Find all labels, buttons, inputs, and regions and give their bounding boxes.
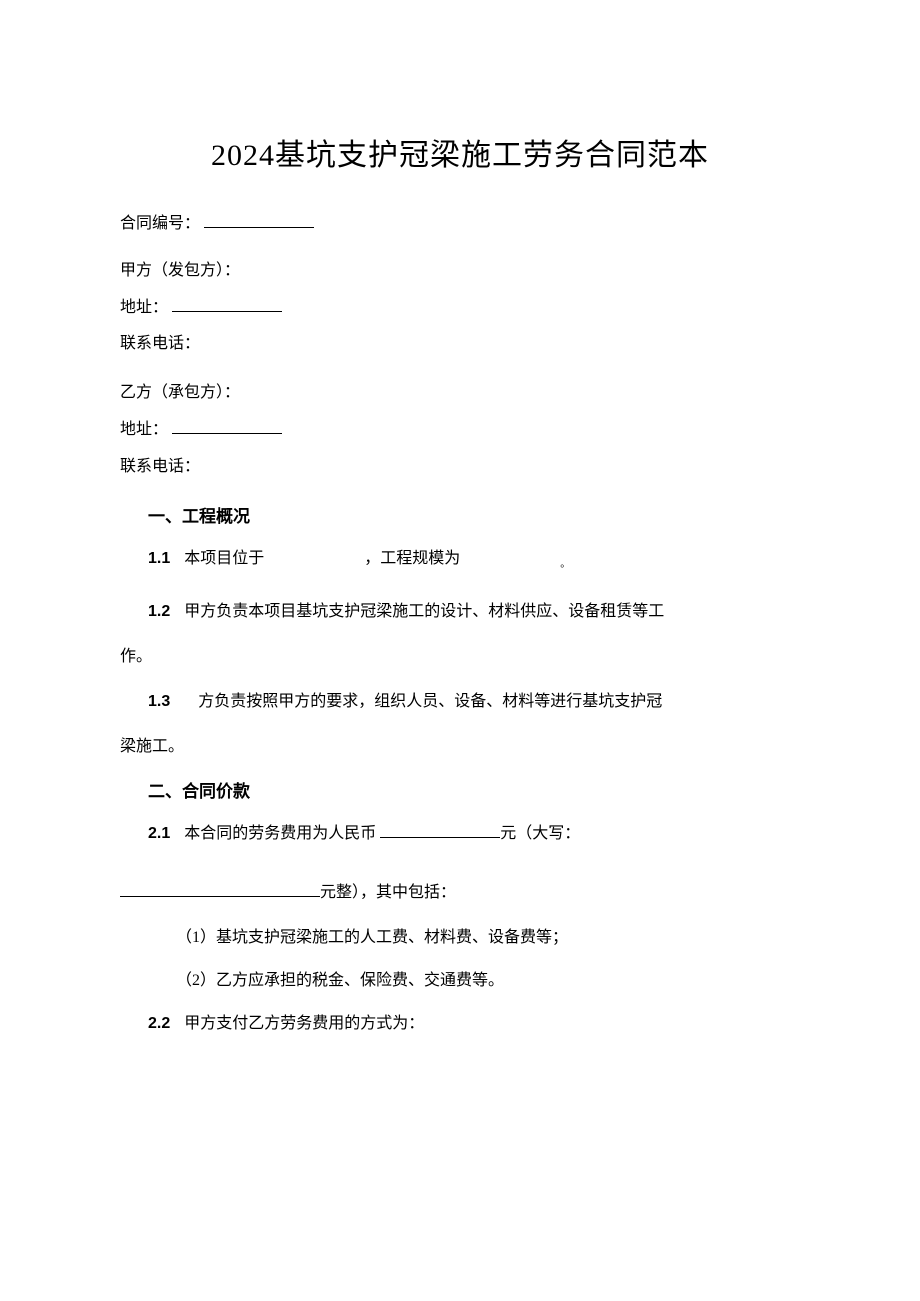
clause-2-1-text-c: 元整），其中包括： (320, 884, 456, 901)
clause-1-2: 1.2 甲方负责本项目基坑支护冠梁施工的设计、材料供应、设备租赁等工 (120, 594, 800, 629)
party-a-address-label: 地址： (120, 299, 168, 316)
clause-2-1-continued: 元整），其中包括： (120, 875, 800, 910)
clause-2-2: 2.2 甲方支付乙方劳务费用的方式为： (120, 1006, 800, 1041)
party-a-address-blank (172, 296, 282, 312)
contract-number-label: 合同编号： (120, 215, 200, 232)
clause-1-1: 1.1 本项目位于 ，工程规模为 。 (120, 541, 800, 576)
party-b-block: 乙方（承包方）： 地址： 联系电话： (120, 379, 800, 481)
party-a-header: 甲方（发包方）： (120, 257, 800, 286)
section-2-heading: 二、合同价款 (120, 777, 800, 802)
section-1-heading: 一、工程概况 (120, 502, 800, 527)
clause-1-1-blank-1 (264, 541, 364, 576)
sub-clause-2-1-2: （2）乙方应承担的税金、保险费、交通费等。 (120, 963, 800, 998)
clause-1-1-text-b: ，工程规模为 (364, 550, 460, 567)
clause-2-1-text-a: 本合同的劳务费用为人民币 (184, 825, 376, 842)
clause-1-3-num: 1.3 (148, 693, 170, 710)
party-b-header: 乙方（承包方）： (120, 379, 800, 408)
clause-1-2-num: 1.2 (148, 603, 170, 620)
clause-2-2-num: 2.2 (148, 1015, 170, 1032)
party-a-block: 甲方（发包方）： 地址： 联系电话： (120, 257, 800, 359)
party-b-address-label: 地址： (120, 421, 168, 438)
clause-2-1: 2.1 本合同的劳务费用为人民币 元（大写： (120, 816, 800, 851)
contract-number-blank (204, 212, 314, 228)
document-title: 2024基坑支护冠梁施工劳务合同范本 (120, 130, 800, 174)
clause-1-3-text: 方负责按照甲方的要求，组织人员、设备、材料等进行基坑支护冠 (198, 693, 662, 710)
clause-1-1-num: 1.1 (148, 550, 170, 567)
party-b-address-line: 地址： (120, 416, 800, 445)
contract-number-line: 合同编号： (120, 210, 800, 239)
clause-2-1-blank (380, 822, 500, 838)
clause-1-1-end: 。 (560, 559, 570, 570)
party-a-phone-line: 联系电话： (120, 330, 800, 359)
party-a-address-line: 地址： (120, 294, 800, 323)
clause-1-2-continued: 作。 (120, 639, 800, 674)
party-b-phone-line: 联系电话： (120, 453, 800, 482)
clause-2-1-text-b: 元（大写： (500, 825, 580, 842)
sub-clause-2-1-1: （1）基坑支护冠梁施工的人工费、材料费、设备费等； (120, 920, 800, 955)
clause-2-1-long-blank (120, 896, 320, 897)
clause-1-2-text: 甲方负责本项目基坑支护冠梁施工的设计、材料供应、设备租赁等工 (184, 603, 664, 620)
clause-1-3: 1.3 方负责按照甲方的要求，组织人员、设备、材料等进行基坑支护冠 (120, 684, 800, 719)
clause-2-1-num: 2.1 (148, 825, 170, 842)
clause-1-1-blank-2 (460, 541, 560, 576)
party-b-address-blank (172, 418, 282, 434)
clause-1-1-text-a: 本项目位于 (184, 550, 264, 567)
clause-1-3-continued: 梁施工。 (120, 729, 800, 764)
clause-2-2-text: 甲方支付乙方劳务费用的方式为： (184, 1015, 424, 1032)
